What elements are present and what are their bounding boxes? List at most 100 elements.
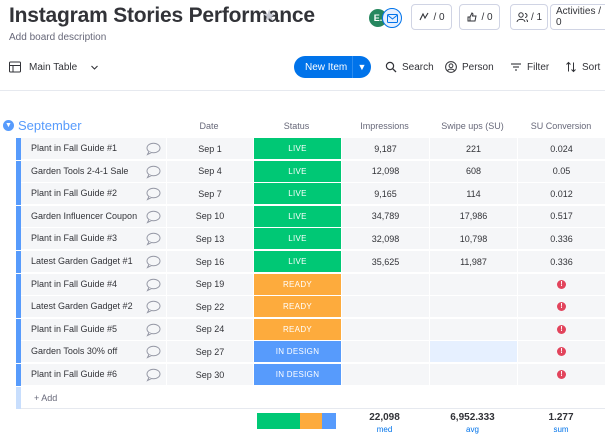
board-members[interactable]: E. <box>368 8 402 28</box>
status-cell[interactable]: IN DESIGN <box>253 364 341 386</box>
impressions-cell[interactable] <box>341 341 429 364</box>
date-cell[interactable]: Sep 22 <box>166 296 253 319</box>
date-cell[interactable]: Sep 16 <box>166 251 253 273</box>
status-cell[interactable]: READY <box>253 296 341 319</box>
invite-icon[interactable] <box>382 8 402 28</box>
add-item-row[interactable]: + Add <box>16 387 605 409</box>
su-conversion-cell[interactable]: 0.024 <box>517 138 605 160</box>
item-name-cell[interactable]: Plant in Fall Guide #4 <box>21 273 181 296</box>
person-filter-button[interactable]: Person <box>445 57 494 77</box>
status-cell[interactable]: LIVE <box>253 205 341 228</box>
conversation-icon[interactable] <box>145 209 161 225</box>
swipe-ups-cell[interactable] <box>429 364 517 386</box>
conversation-icon[interactable] <box>145 299 161 315</box>
date-cell[interactable]: Sep 1 <box>166 138 253 160</box>
date-cell[interactable]: Sep 30 <box>166 364 253 386</box>
status-cell[interactable]: LIVE <box>253 183 341 206</box>
item-name[interactable]: Plant in Fall Guide #5 <box>31 323 118 334</box>
updates-button[interactable]: / 0 <box>459 4 500 30</box>
su-conversion-cell[interactable]: ! <box>517 296 605 319</box>
su-conversion-cell[interactable]: ! <box>517 318 605 341</box>
item-name-cell[interactable]: Latest Garden Gadget #1 <box>21 251 181 273</box>
item-name-cell[interactable]: Latest Garden Gadget #2 <box>21 296 181 319</box>
table-row[interactable]: Plant in Fall Guide #6 Sep 30 IN DESIGN! <box>16 364 605 386</box>
item-name[interactable]: Plant in Fall Guide #4 <box>31 278 118 289</box>
status-cell[interactable]: READY <box>253 318 341 341</box>
status-cell[interactable]: LIVE <box>253 138 341 160</box>
favorite-star-icon[interactable]: ★ <box>262 8 277 25</box>
table-row[interactable]: Latest Garden Gadget #1 Sep 16 LIVE 35,625 1… <box>16 251 605 273</box>
su-conversion-cell[interactable]: ! <box>517 364 605 386</box>
impressions-cell[interactable] <box>341 318 429 341</box>
item-name-cell[interactable]: Plant in Fall Guide #2 <box>21 183 181 206</box>
date-cell[interactable]: Sep 19 <box>166 273 253 296</box>
swipe-ups-summary-label[interactable]: avg <box>466 425 479 434</box>
column-header-status[interactable]: Status <box>283 121 310 131</box>
impressions-cell[interactable] <box>341 296 429 319</box>
impressions-cell[interactable]: 9,165 <box>341 183 429 206</box>
item-name[interactable]: Plant in Fall Guide #2 <box>31 188 118 199</box>
group-title[interactable]: September <box>18 118 82 133</box>
item-name[interactable]: Plant in Fall Guide #1 <box>31 143 118 153</box>
table-row[interactable]: Plant in Fall Guide #3 Sep 13 LIVE 32,098 10… <box>16 228 605 251</box>
table-row[interactable]: Garden Influencer Coupon Sep 10 LIVE 34,789… <box>16 205 605 228</box>
table-row[interactable]: Plant in Fall Guide #1 Sep 1 LIVE 9,187 221 0… <box>16 138 605 160</box>
date-cell[interactable]: Sep 4 <box>166 160 253 183</box>
su-conversion-summary-label[interactable]: sum <box>553 425 569 434</box>
chevron-down-icon[interactable]: ▼ <box>357 62 367 72</box>
group-collapse-icon[interactable]: ▼ <box>3 120 14 131</box>
swipe-ups-cell[interactable]: 11,987 <box>429 251 517 273</box>
conversation-icon[interactable] <box>145 277 161 293</box>
impressions-cell[interactable]: 32,098 <box>341 228 429 251</box>
swipe-ups-cell[interactable]: 221 <box>429 138 517 160</box>
table-row[interactable]: Latest Garden Gadget #2 Sep 22 READY! <box>16 296 605 319</box>
swipe-ups-cell[interactable] <box>429 341 517 364</box>
conversation-icon[interactable] <box>145 186 161 202</box>
board-title[interactable]: Instagram Stories Performance <box>9 4 315 27</box>
status-cell[interactable]: IN DESIGN <box>253 341 341 364</box>
board-description[interactable]: Add board description <box>9 32 107 43</box>
filter-button[interactable]: Filter <box>510 57 549 77</box>
date-cell[interactable]: Sep 10 <box>166 205 253 228</box>
conversation-icon[interactable] <box>145 344 161 360</box>
column-header-impressions[interactable]: Impressions <box>360 121 409 131</box>
date-cell[interactable]: Sep 7 <box>166 183 253 206</box>
impressions-cell[interactable] <box>341 364 429 386</box>
item-name[interactable]: Latest Garden Gadget #1 <box>31 256 133 266</box>
status-cell[interactable]: READY <box>253 273 341 296</box>
su-conversion-cell[interactable]: 0.336 <box>517 228 605 251</box>
date-cell[interactable]: Sep 24 <box>166 318 253 341</box>
su-conversion-cell[interactable]: 0.517 <box>517 205 605 228</box>
item-name-cell[interactable]: Garden Tools 2-4-1 Sale <box>21 160 181 183</box>
impressions-cell[interactable]: 35,625 <box>341 251 429 273</box>
status-summary-bar[interactable] <box>257 413 336 429</box>
item-name-cell[interactable]: Plant in Fall Guide #6 <box>21 364 181 386</box>
table-row[interactable]: Plant in Fall Guide #4 Sep 19 READY! <box>16 273 605 296</box>
item-name[interactable]: Plant in Fall Guide #3 <box>31 233 118 244</box>
column-header-swipe-ups[interactable]: Swipe ups (SU) <box>441 121 504 131</box>
conversation-icon[interactable] <box>145 164 161 180</box>
table-row[interactable]: Plant in Fall Guide #2 Sep 7 LIVE 9,165 114 0… <box>16 183 605 206</box>
swipe-ups-cell[interactable] <box>429 273 517 296</box>
view-selector[interactable]: Main Table <box>9 57 99 77</box>
item-name-cell[interactable]: Plant in Fall Guide #3 <box>21 228 181 251</box>
table-row[interactable]: Garden Tools 2-4-1 Sale Sep 4 LIVE 12,098 60… <box>16 160 605 183</box>
item-name-cell[interactable]: Plant in Fall Guide #1 <box>21 138 181 160</box>
item-name[interactable]: Garden Influencer Coupon <box>31 210 138 221</box>
status-cell[interactable]: LIVE <box>253 228 341 251</box>
activities-button[interactable]: Activities / 0 <box>550 4 605 30</box>
item-name[interactable]: Plant in Fall Guide #6 <box>31 369 118 379</box>
conversation-icon[interactable] <box>145 254 161 270</box>
conversation-icon[interactable] <box>145 231 161 247</box>
item-name-cell[interactable]: Garden Tools 30% off <box>21 341 181 364</box>
swipe-ups-cell[interactable]: 608 <box>429 160 517 183</box>
conversation-icon[interactable] <box>145 367 161 383</box>
impressions-cell[interactable] <box>341 273 429 296</box>
status-cell[interactable]: LIVE <box>253 251 341 273</box>
su-conversion-cell[interactable]: ! <box>517 273 605 296</box>
date-cell[interactable]: Sep 13 <box>166 228 253 251</box>
new-item-button[interactable]: New Item ▼ <box>294 56 371 78</box>
swipe-ups-cell[interactable]: 17,986 <box>429 205 517 228</box>
su-conversion-cell[interactable]: ! <box>517 341 605 364</box>
search-button[interactable]: Search <box>385 57 434 77</box>
